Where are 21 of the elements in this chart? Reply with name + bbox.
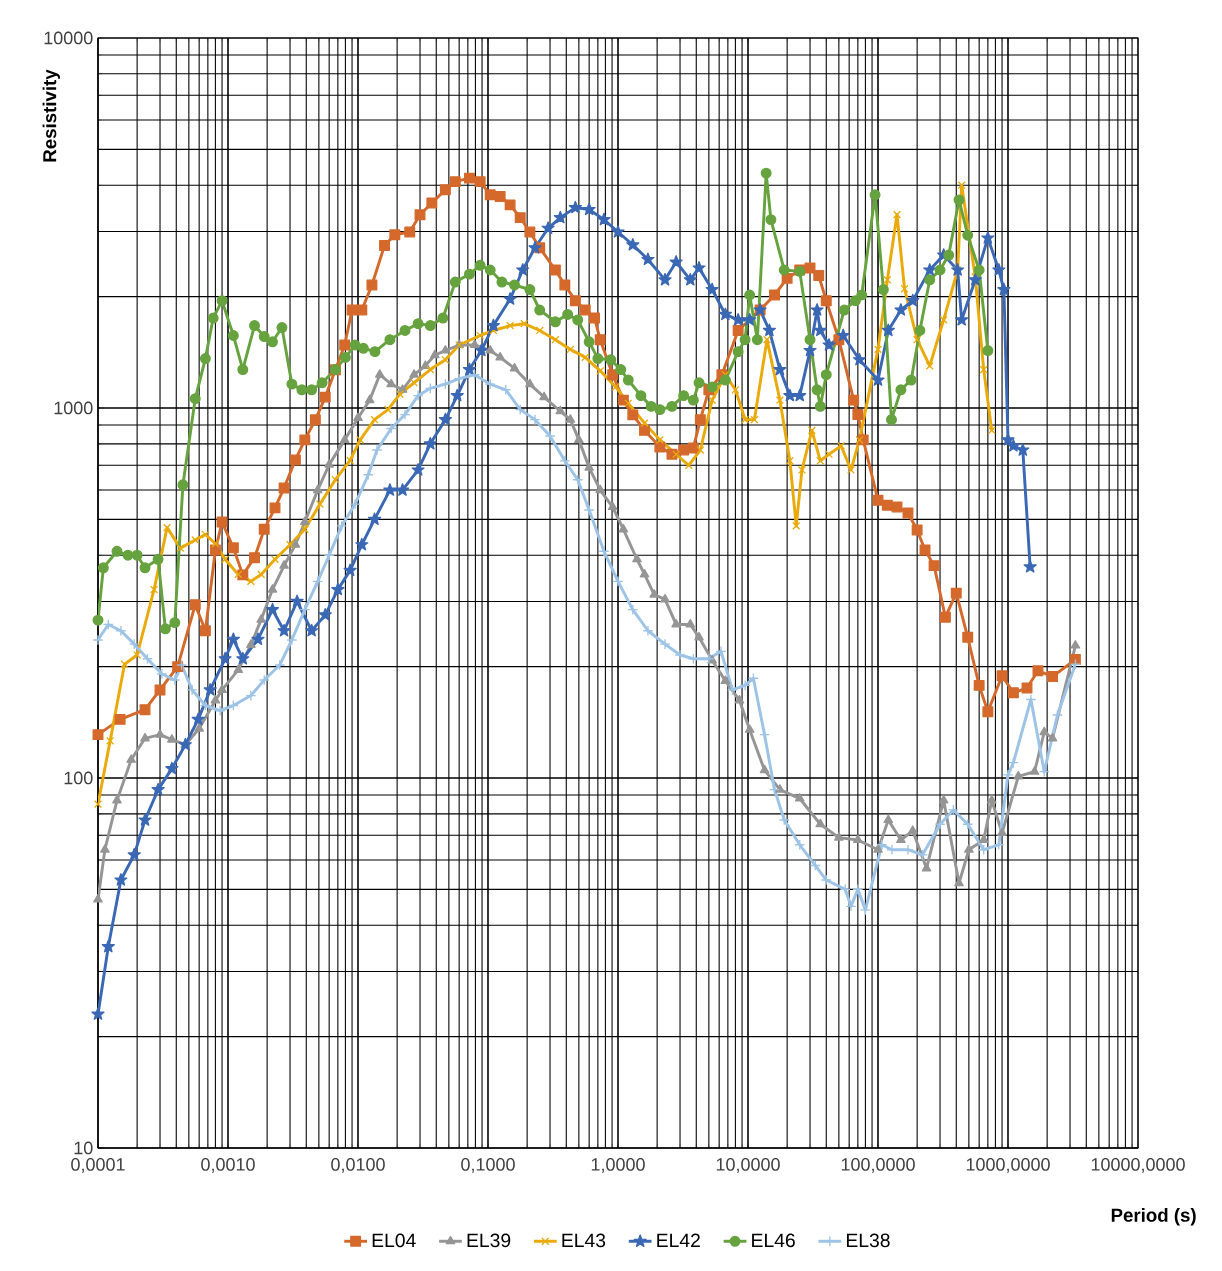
y-tick-label: 100: [64, 771, 93, 785]
legend-label: EL43: [562, 1233, 606, 1248]
x-tick-label: 100,0000: [841, 1158, 915, 1173]
x-tick-label: 10,0000: [716, 1158, 780, 1173]
x-axis-title: Period (s): [1111, 1208, 1196, 1226]
x-tick-label: 0,0100: [331, 1158, 385, 1173]
x-tick-label: 10000,0000: [1091, 1158, 1185, 1173]
y-tick-label: 10: [74, 1141, 93, 1155]
y-tick-label: 1000: [54, 401, 93, 415]
legend-label: EL04: [372, 1233, 416, 1248]
legend-label: EL38: [846, 1233, 890, 1248]
legend-label: EL42: [657, 1233, 700, 1248]
y-axis-title: Resistivity: [42, 69, 60, 162]
legend-label: EL46: [752, 1233, 795, 1248]
x-tick-label: 0,0010: [201, 1158, 255, 1173]
x-tick-label: 0,0001: [71, 1158, 125, 1173]
x-tick-label: 1000,0000: [966, 1158, 1050, 1173]
legend-label: EL39: [467, 1233, 511, 1248]
y-tick-label: 10000: [44, 31, 93, 45]
x-tick-label: 1,0000: [591, 1158, 645, 1173]
x-tick-label: 0,1000: [461, 1158, 515, 1173]
